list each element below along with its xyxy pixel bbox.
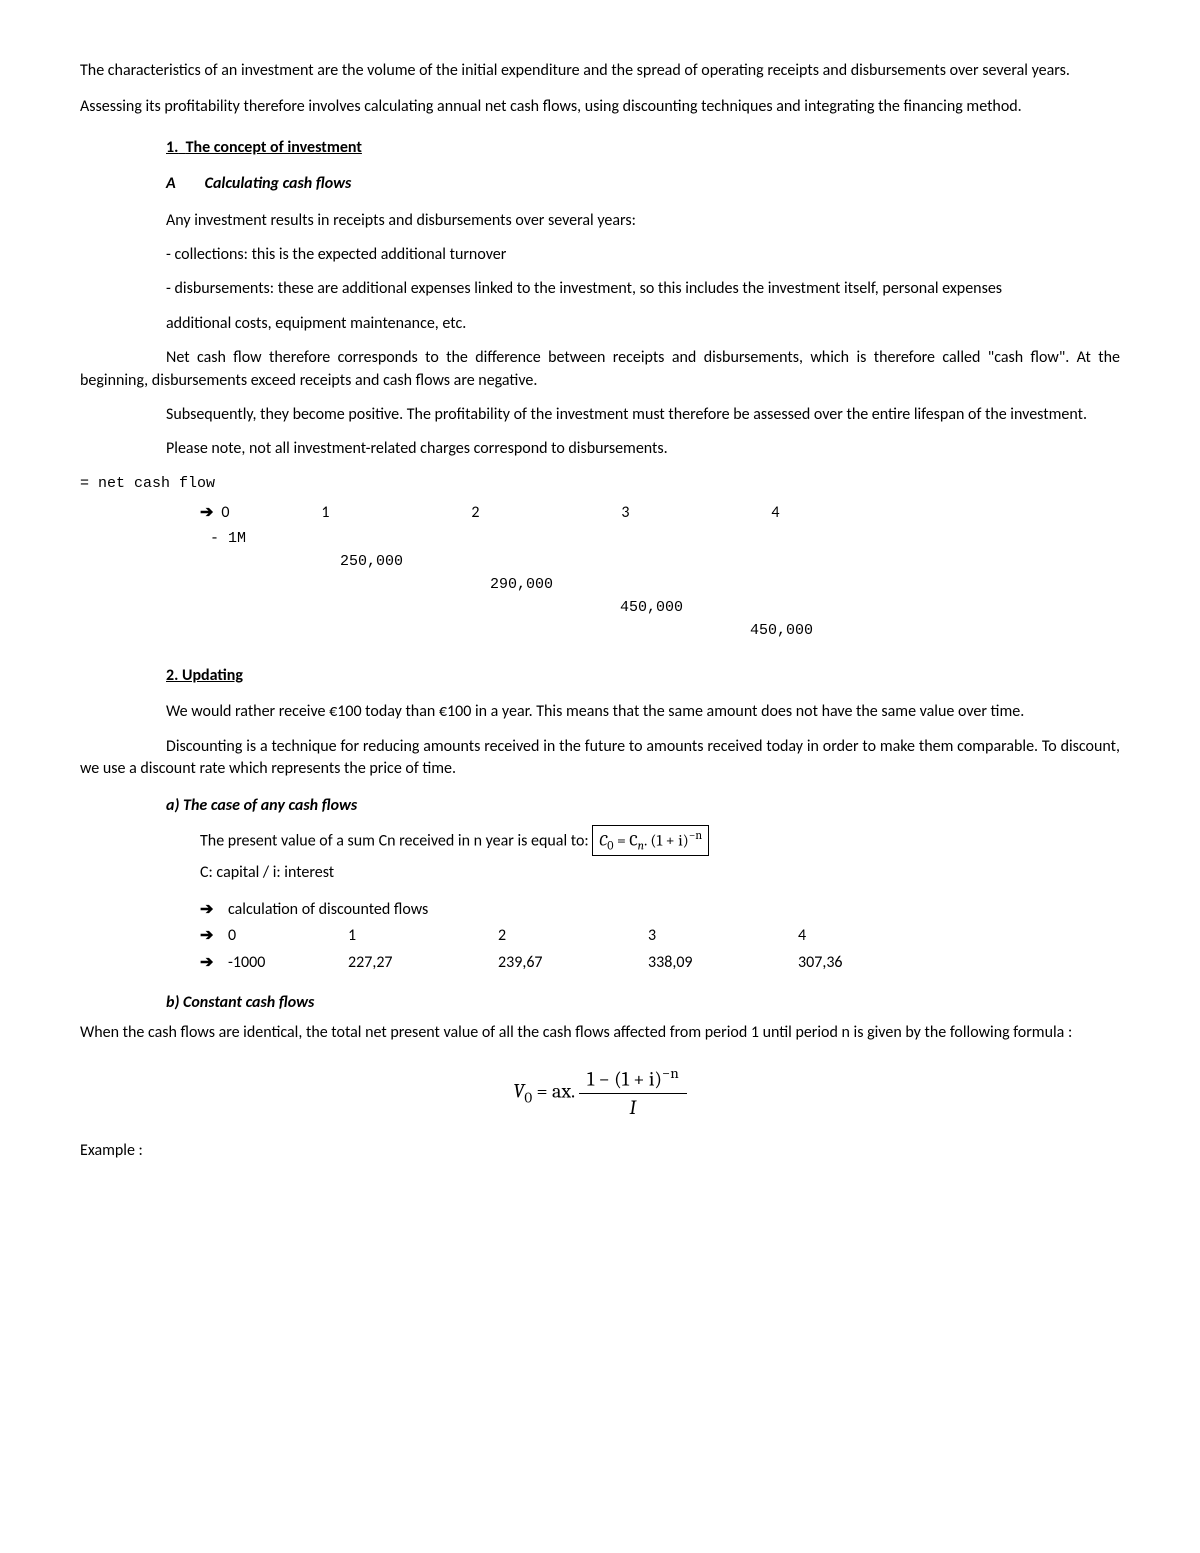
formula2-fraction: 1 − (1 + i)−n I bbox=[579, 1063, 687, 1123]
timeline-periods: ➔ 0 1 2 3 4 bbox=[200, 502, 1120, 524]
section-2a-heading: a) The case of any cash flows bbox=[166, 795, 1120, 817]
section-1-title: The concept of investment bbox=[186, 138, 362, 157]
disc-v0: -1000 bbox=[228, 952, 348, 974]
period-2: 2 bbox=[471, 502, 621, 524]
cash-y1: 250,000 bbox=[340, 551, 1120, 572]
cash-y4: 450,000 bbox=[750, 620, 1120, 641]
section-2-heading: 2. Updating bbox=[166, 665, 1120, 687]
section-1-number: 1. bbox=[166, 138, 178, 157]
formula-exp: −n bbox=[689, 828, 702, 842]
section-2a-body2: C: capital / i: interest bbox=[200, 862, 1120, 884]
section-2-body2: Discounting is a technique for reducing … bbox=[80, 736, 1120, 781]
section-1a-body5: Please note, not all investment-related … bbox=[166, 438, 1120, 460]
period-3: 3 bbox=[621, 502, 771, 524]
arrow-icon: ➔ bbox=[200, 899, 228, 921]
section-1a-body4-text: Subsequently, they become positive. The … bbox=[166, 405, 1087, 424]
discounted-flows-table: ➔ calculation of discounted flows ➔ 0 1 … bbox=[200, 899, 1120, 974]
cash-y2: 290,000 bbox=[490, 574, 1120, 595]
period-1: 1 bbox=[321, 502, 471, 524]
disc-v3: 338,09 bbox=[648, 952, 798, 974]
formula2-num-exp: −n bbox=[662, 1064, 679, 1082]
section-1a-body3-text: Net cash flow therefore corresponds to t… bbox=[80, 348, 1120, 389]
disc-v2: 239,67 bbox=[498, 952, 648, 974]
section-1a-body2: additional costs, equipment maintenance,… bbox=[166, 313, 1120, 335]
net-cash-flow-label: = net cash flow bbox=[80, 473, 1120, 494]
disc-v4: 307,36 bbox=[798, 952, 948, 974]
formula-constant: V0 = ax. 1 − (1 + i)−n I bbox=[80, 1063, 1120, 1123]
section-1a-letter: A bbox=[166, 174, 176, 193]
section-1a-bullet2: - disbursements: these are additional ex… bbox=[80, 278, 1120, 300]
section-1-heading: 1. The concept of investment bbox=[166, 137, 1120, 159]
disc-p3: 3 bbox=[648, 925, 798, 947]
section-2-body1: We would rather receive €100 today than … bbox=[80, 701, 1120, 723]
arrow-icon: ➔ bbox=[200, 925, 228, 947]
formula-eq: = C bbox=[613, 831, 637, 849]
formula-tail: . (1 + i) bbox=[644, 831, 689, 849]
section-1a-bullet1: - collections: this is the expected addi… bbox=[166, 244, 1120, 266]
formula2-num: 1 − (1 + i) bbox=[587, 1067, 662, 1090]
disc-p4: 4 bbox=[798, 925, 948, 947]
section-1a-body1: Any investment results in receipts and d… bbox=[166, 210, 1120, 232]
period-4: 4 bbox=[771, 502, 921, 524]
section-1a-body3: Net cash flow therefore corresponds to t… bbox=[80, 347, 1120, 392]
formula2-v: V bbox=[513, 1079, 524, 1102]
period-0: 0 bbox=[221, 502, 321, 524]
formula-inline: C0 = Cn. (1 + i)−n bbox=[592, 825, 709, 856]
section-2a-body1: The present value of a sum Cn received i… bbox=[200, 825, 1120, 856]
disc-p2: 2 bbox=[498, 925, 648, 947]
arrow-icon: ➔ bbox=[200, 952, 228, 974]
arrow-icon: ➔ bbox=[200, 502, 213, 524]
section-2-body1-text: We would rather receive €100 today than … bbox=[166, 702, 1024, 721]
section-1a-title: Calculating cash flows bbox=[205, 174, 352, 193]
intro-p1: The characteristics of an investment are… bbox=[80, 60, 1120, 82]
cash-initial: - 1M bbox=[210, 528, 1120, 549]
section-2b-body: When the cash flows are identical, the t… bbox=[80, 1022, 1120, 1044]
section-2-body2-text: Discounting is a technique for reducing … bbox=[80, 737, 1120, 778]
disc-label: calculation of discounted flows bbox=[228, 899, 428, 921]
disc-p0: 0 bbox=[228, 925, 348, 947]
section-2b-heading: b) Constant cash flows bbox=[166, 992, 1120, 1014]
example-label: Example : bbox=[80, 1140, 1120, 1162]
section-1a-bullet2-text: - disbursements: these are additional ex… bbox=[166, 279, 1002, 298]
disc-v1: 227,27 bbox=[348, 952, 498, 974]
disc-p1: 1 bbox=[348, 925, 498, 947]
formula2-den: I bbox=[579, 1094, 687, 1122]
section-2a-body1-prefix: The present value of a sum Cn received i… bbox=[200, 831, 592, 850]
formula2-eq: = ax. bbox=[532, 1079, 574, 1102]
cash-y3: 450,000 bbox=[620, 597, 1120, 618]
section-1a-body4: Subsequently, they become positive. The … bbox=[80, 404, 1120, 426]
intro-p2: Assessing its profitability therefore in… bbox=[80, 96, 1120, 118]
section-1a-heading: A Calculating cash flows bbox=[166, 173, 1120, 195]
